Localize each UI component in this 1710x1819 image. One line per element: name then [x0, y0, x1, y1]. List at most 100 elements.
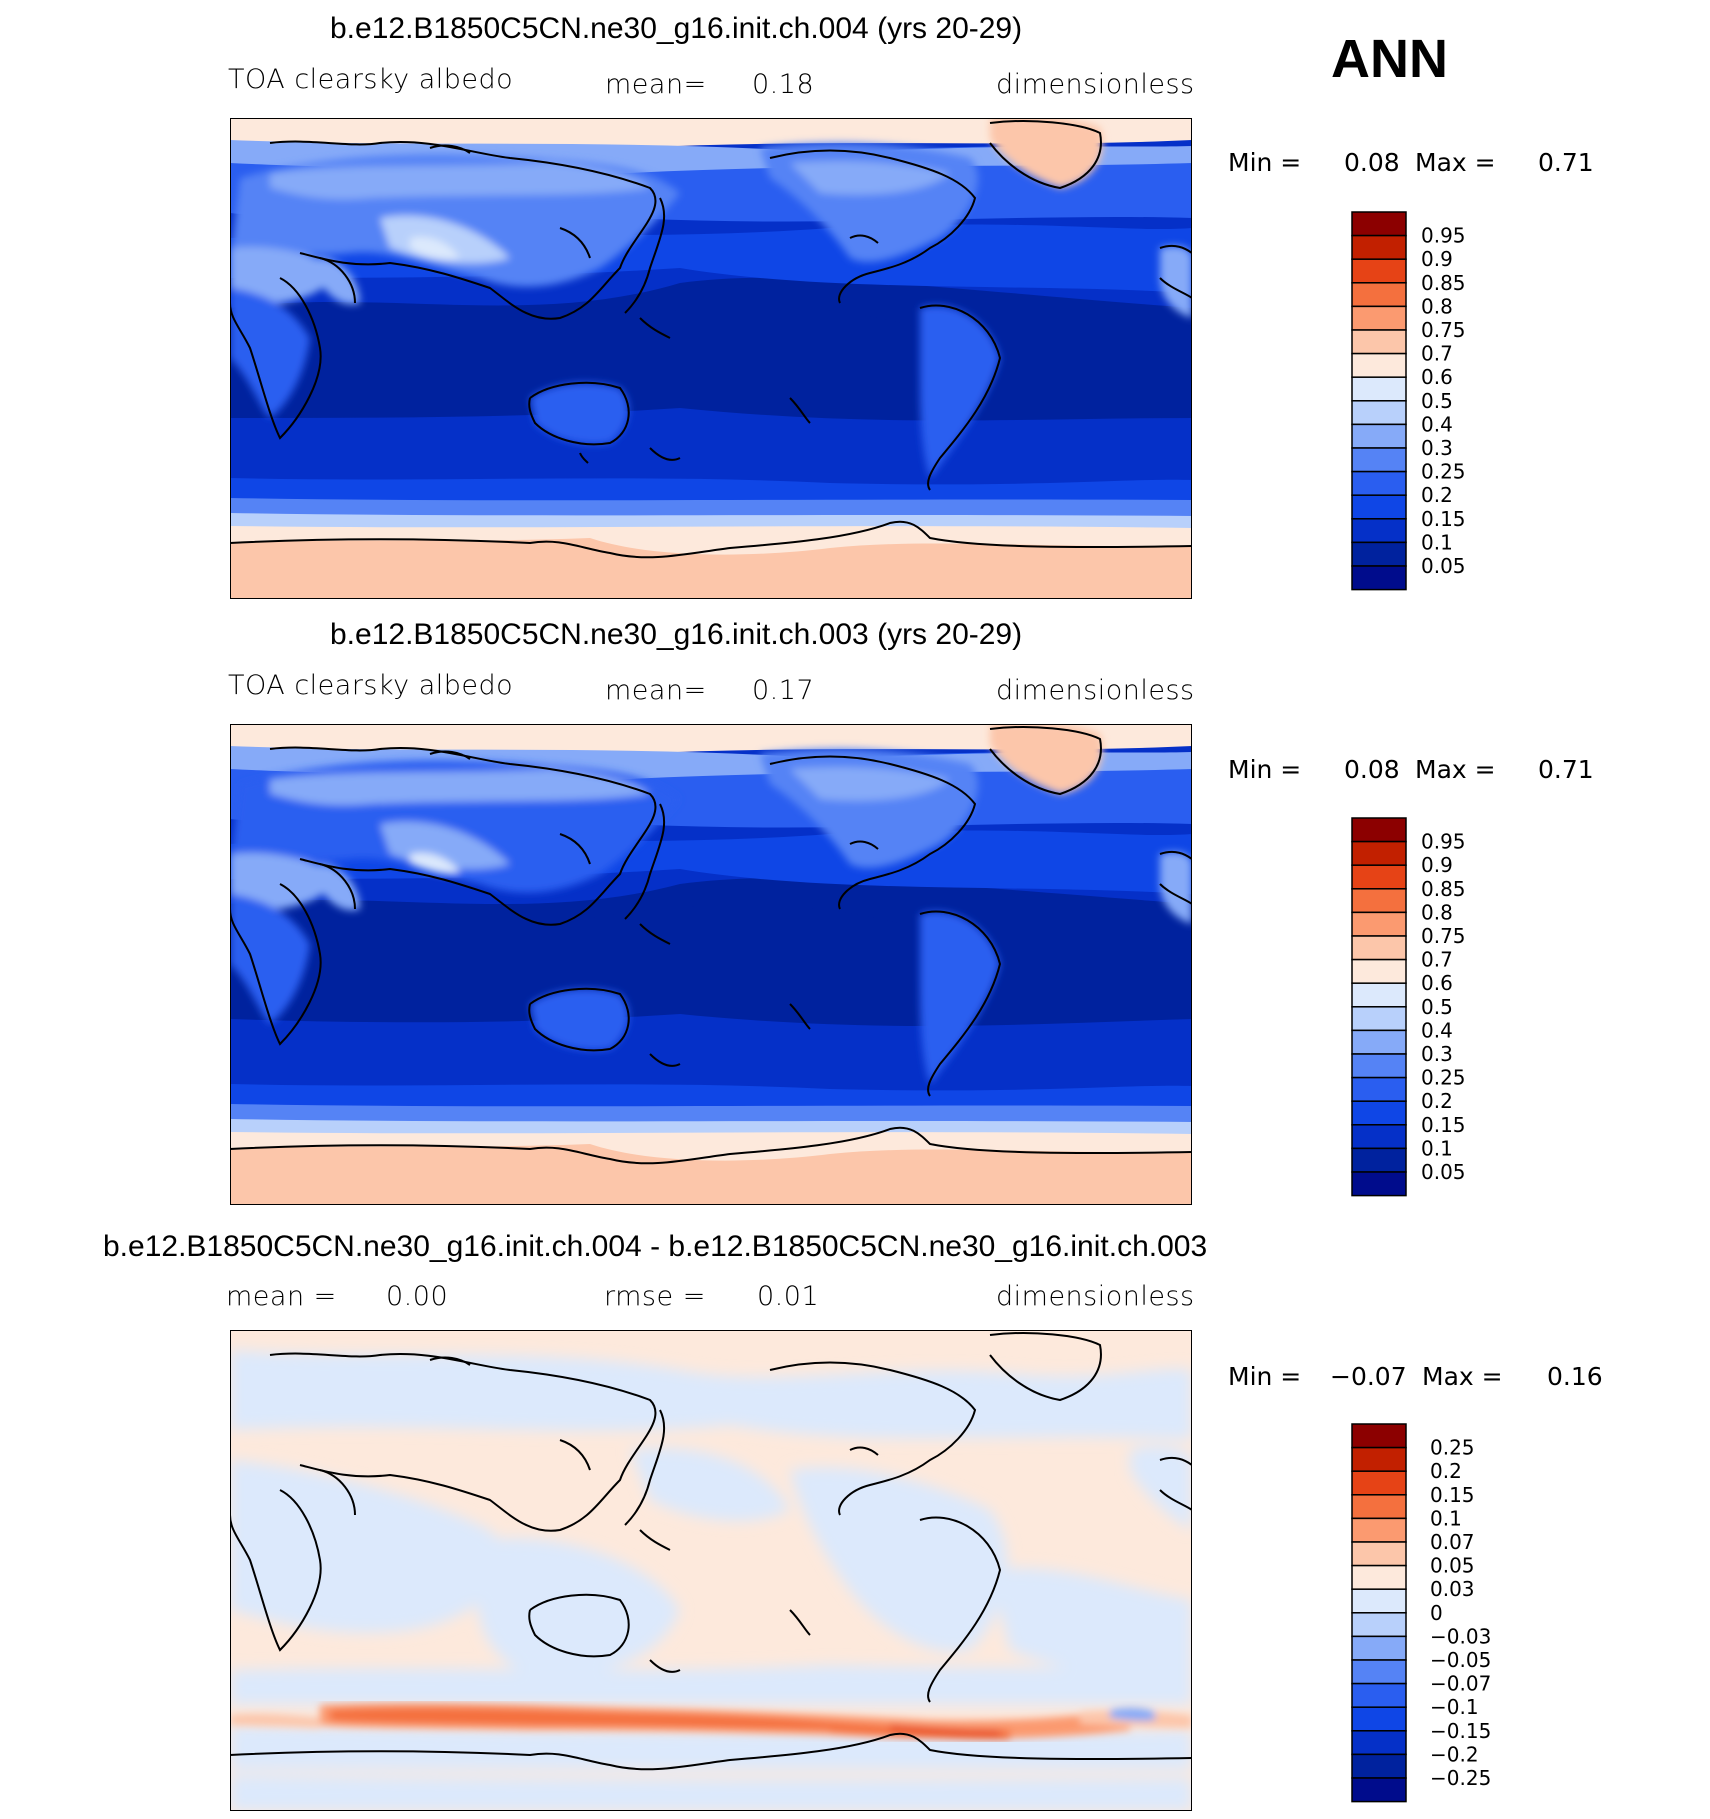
colorbar-1-box	[1351, 447, 1407, 473]
colorbar-2-label: 0.6	[1421, 971, 1453, 995]
colorbar-2-box	[1351, 888, 1407, 914]
panel-3-rmse-value: 0.01	[757, 1281, 820, 1312]
colorbar-3-box	[1351, 1682, 1407, 1708]
colorbar-3-label: −0.07	[1430, 1672, 1491, 1696]
colorbar-2-label: 0.75	[1421, 924, 1466, 948]
colorbar-3-label: −0.15	[1430, 1719, 1491, 1743]
panel-2-mean-value: 0.17	[752, 675, 815, 706]
colorbar-1-box	[1351, 541, 1407, 567]
panel-2-min-value: 0.08	[1344, 755, 1400, 784]
colorbar-1-label: 0.9	[1421, 247, 1453, 271]
colorbar-1-label: 0.05	[1421, 554, 1466, 578]
panel-1-units: dimensionless	[996, 69, 1195, 100]
colorbar-2-label: 0.8	[1421, 900, 1453, 924]
colorbar-3-box	[1351, 1730, 1407, 1756]
colorbar-2-label: 0.85	[1421, 877, 1466, 901]
colorbar-1-box	[1351, 211, 1407, 237]
colorbar-3-box	[1351, 1753, 1407, 1779]
panel-3-min-value: −0.07	[1330, 1362, 1407, 1391]
colorbar-1-label: 0.25	[1421, 460, 1466, 484]
colorbar-3-label: 0	[1430, 1601, 1443, 1625]
colorbar-1-box	[1351, 305, 1407, 331]
colorbar-3-label: 0.25	[1430, 1436, 1475, 1460]
colorbar-1-label: 0.85	[1421, 271, 1466, 295]
panel-3-mean-value: 0.00	[386, 1281, 449, 1312]
colorbar-3-label: −0.1	[1430, 1695, 1479, 1719]
colorbar-3-label: 0.2	[1430, 1459, 1462, 1483]
colorbar-3-label: 0.03	[1430, 1577, 1475, 1601]
colorbar-1-box	[1351, 352, 1407, 378]
colorbar-3-box	[1351, 1659, 1407, 1685]
colorbar-1-box	[1351, 518, 1407, 544]
panel-2-max-label: Max =	[1415, 755, 1496, 784]
panel-3-min-label: Min =	[1228, 1362, 1302, 1391]
coastlines-1	[230, 120, 1192, 559]
colorbar-1-label: 0.8	[1421, 294, 1453, 318]
season-label: ANN	[1331, 29, 1448, 89]
colorbar-1-label: 0.5	[1421, 389, 1453, 413]
colorbar-2-label: 0.2	[1421, 1089, 1453, 1113]
colorbar-3-label: 0.05	[1430, 1554, 1475, 1578]
colorbar-2-box	[1351, 982, 1407, 1008]
panel-2-mean-label: mean=	[605, 675, 707, 706]
colorbar-2-label: 0.7	[1421, 948, 1453, 972]
panel-3-mean-label: mean =	[226, 1281, 337, 1312]
panel-3-units: dimensionless	[996, 1281, 1195, 1312]
colorbar-2-box	[1351, 1076, 1407, 1102]
colorbar-1-label: 0.7	[1421, 342, 1453, 366]
coastlines-2	[230, 726, 1192, 1165]
colorbar-2-label: 0.15	[1421, 1113, 1466, 1137]
colorbar-1-box	[1351, 423, 1407, 449]
colorbar-3-box	[1351, 1541, 1407, 1567]
colorbar-3-box	[1351, 1635, 1407, 1661]
colorbar-1-box	[1351, 329, 1407, 355]
map-panel-3	[230, 1330, 1192, 1811]
colorbar-2-label: 0.25	[1421, 1066, 1466, 1090]
panel-1-min-value: 0.08	[1344, 148, 1400, 177]
colorbar-2-box	[1351, 1147, 1407, 1173]
colorbar-2-box	[1351, 958, 1407, 984]
colorbar-2-box	[1351, 1053, 1407, 1079]
colorbar-1-label: 0.6	[1421, 365, 1453, 389]
panel-2-units: dimensionless	[996, 675, 1195, 706]
colorbar-2-label: 0.5	[1421, 995, 1453, 1019]
colorbar-2-box	[1351, 1100, 1407, 1126]
panel-1-variable: TOA clearsky albedo	[228, 64, 514, 95]
colorbar-3-box	[1351, 1777, 1407, 1803]
colorbar-1-box	[1351, 234, 1407, 260]
colorbar-1-box	[1351, 258, 1407, 284]
panel-2-min-label: Min =	[1228, 755, 1302, 784]
colorbar-1-label: 0.95	[1421, 224, 1466, 248]
colorbar-1-box	[1351, 494, 1407, 520]
panel-1-max-label: Max =	[1415, 148, 1496, 177]
colorbar-2-box	[1351, 1124, 1407, 1150]
colorbar-2-label: 0.3	[1421, 1042, 1453, 1066]
colorbar-2-label: 0.05	[1421, 1160, 1466, 1184]
panel-2-max-value: 0.71	[1538, 755, 1594, 784]
colorbar-1-box	[1351, 376, 1407, 402]
colorbar-2-label: 0.9	[1421, 853, 1453, 877]
colorbar-1-box	[1351, 282, 1407, 308]
panel-1-min-label: Min =	[1228, 148, 1302, 177]
colorbar-1-box	[1351, 470, 1407, 496]
colorbar-3-label: −0.05	[1430, 1648, 1491, 1672]
colorbar-3-box	[1351, 1446, 1407, 1472]
panel-1-title: b.e12.B1850C5CN.ne30_g16.init.ch.004 (yr…	[330, 12, 1023, 45]
panel-1-mean-label: mean=	[605, 69, 707, 100]
colorbars: 0.950.90.850.80.750.70.60.50.40.30.250.2…	[1351, 211, 1491, 1803]
map-panel-2	[230, 724, 1192, 1205]
colorbar-1-box	[1351, 400, 1407, 426]
colorbar-1-label: 0.4	[1421, 412, 1453, 436]
colorbar-2-box	[1351, 911, 1407, 937]
colorbar-3-label: −0.2	[1430, 1742, 1479, 1766]
colorbar-3-label: −0.25	[1430, 1766, 1491, 1790]
panel-3-max-label: Max =	[1422, 1362, 1503, 1391]
colorbar-2-box	[1351, 1029, 1407, 1055]
colorbar-2-label: 0.95	[1421, 830, 1466, 854]
panel-2-title: b.e12.B1850C5CN.ne30_g16.init.ch.003 (yr…	[330, 618, 1023, 651]
coastlines-3	[230, 1332, 1192, 1771]
colorbar-2-label: 0.1	[1421, 1136, 1453, 1160]
colorbar-3-box	[1351, 1470, 1407, 1496]
colorbar-3-box	[1351, 1494, 1407, 1520]
